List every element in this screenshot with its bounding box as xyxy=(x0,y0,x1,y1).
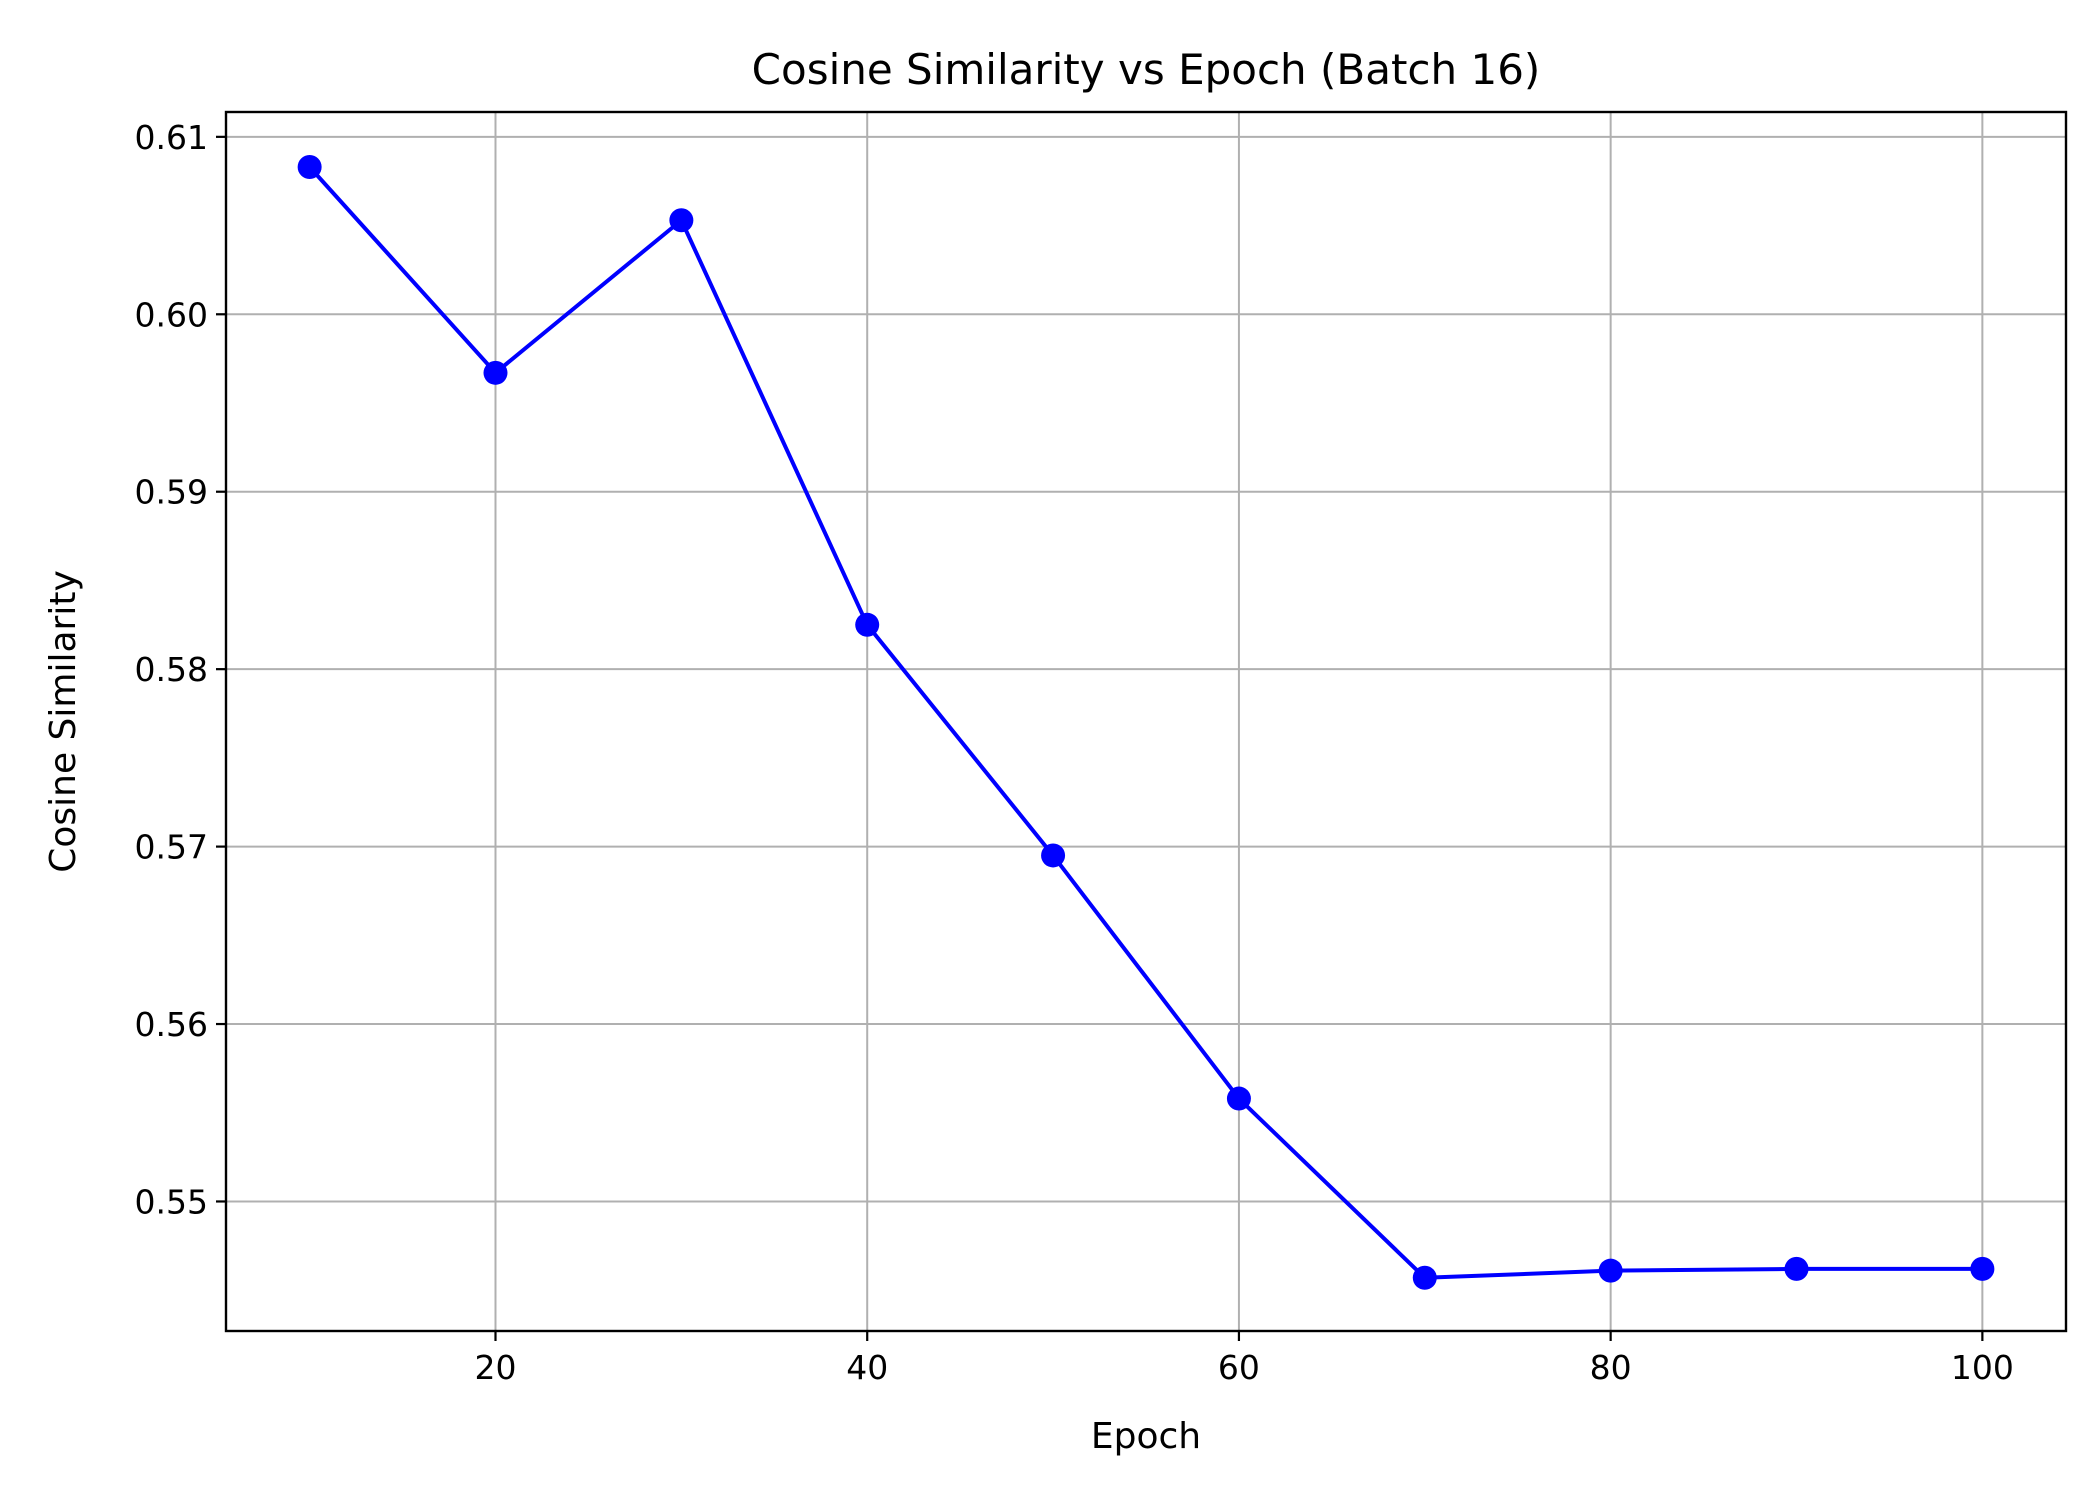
data-point xyxy=(1412,1265,1437,1290)
data-point xyxy=(669,208,694,233)
y-tick-label: 0.59 xyxy=(135,473,208,512)
y-axis-label: Cosine Similarity xyxy=(43,570,84,873)
y-tick-label: 0.60 xyxy=(135,295,208,334)
x-tick-label: 100 xyxy=(1951,1348,2014,1387)
y-tick-label: 0.58 xyxy=(135,650,208,689)
data-point xyxy=(1784,1256,1809,1281)
y-tick-label: 0.57 xyxy=(135,828,208,867)
x-tick-label: 40 xyxy=(846,1348,888,1387)
x-tick-label: 60 xyxy=(1218,1348,1260,1387)
grid xyxy=(226,112,2066,1331)
x-tick-label: 80 xyxy=(1590,1348,1632,1387)
chart-title: Cosine Similarity vs Epoch (Batch 16) xyxy=(752,45,1541,94)
y-tick-label: 0.61 xyxy=(135,118,208,157)
data-point xyxy=(1041,843,1066,868)
data-point xyxy=(1226,1086,1251,1111)
data-point xyxy=(1970,1256,1995,1281)
y-tick-label: 0.56 xyxy=(135,1005,208,1044)
x-axis-label: Epoch xyxy=(1091,1416,1201,1457)
x-tick-label: 20 xyxy=(474,1348,516,1387)
data-point xyxy=(1598,1258,1623,1283)
data-point xyxy=(855,612,880,637)
plot-frame xyxy=(224,110,2068,1333)
series-layer xyxy=(297,155,1995,1290)
data-point xyxy=(297,155,322,180)
axis-ticks: 20 40 60 80 100 0.55 0.56 0.57 0.58 0.59 0.60 0.61 xyxy=(135,118,2014,1387)
data-point xyxy=(483,360,508,385)
series-line xyxy=(308,165,1983,1280)
y-tick-label: 0.55 xyxy=(135,1182,208,1221)
